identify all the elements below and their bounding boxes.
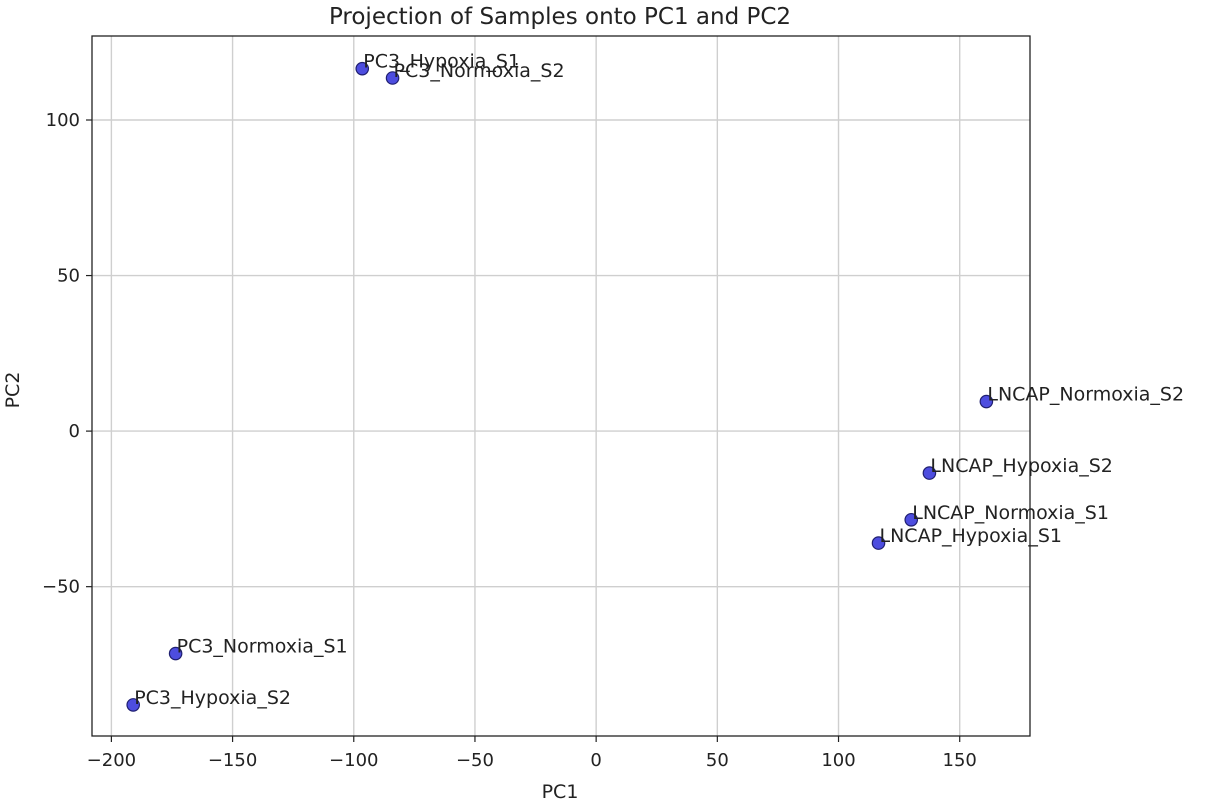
x-tick-label: −150 (208, 750, 257, 771)
x-tick-label: 100 (821, 750, 855, 771)
y-axis-label: PC2 (2, 372, 24, 409)
chart-title: Projection of Samples onto PC1 and PC2 (329, 4, 791, 30)
scatter-point (871, 536, 886, 550)
x-axis-label: PC1 (542, 781, 579, 803)
scatter-point (168, 646, 183, 661)
point-label: PC3_Hypoxia_S2 (134, 687, 291, 709)
point-label: LNCAP_Hypoxia_S1 (880, 525, 1062, 547)
point-label: LNCAP_Normoxia_S2 (987, 384, 1184, 406)
x-tick-label: 50 (706, 750, 729, 771)
x-tick-label: 0 (590, 750, 601, 771)
x-tick-label: 150 (943, 750, 977, 771)
x-tick-label: −50 (456, 750, 494, 771)
scatter-point (922, 466, 937, 480)
y-tick-label: −50 (42, 577, 80, 598)
point-label: PC3_Normoxia_S2 (394, 60, 565, 82)
y-tick-label: 100 (46, 110, 80, 131)
point-label: PC3_Normoxia_S1 (177, 636, 348, 658)
plot-area-frame (91, 35, 1031, 737)
x-tick-label: −100 (329, 750, 378, 771)
scatter-point (385, 71, 400, 85)
point-label: LNCAP_Normoxia_S1 (912, 502, 1109, 524)
grid-lines (92, 36, 1030, 736)
axis-ticks: −200 −150 −100 −50 0 50 100 150 −50 0 50 100 (42, 110, 977, 771)
scatter-point (904, 512, 919, 527)
point-label: PC3_Hypoxia_S1 (363, 51, 520, 73)
scatter-point (126, 698, 141, 712)
point-label: LNCAP_Hypoxia_S2 (930, 455, 1112, 477)
y-tick-label: 0 (69, 421, 80, 442)
x-tick-label: −200 (87, 750, 136, 771)
scatter-point (979, 394, 994, 409)
scatter-point (355, 61, 370, 76)
y-tick-label: 50 (57, 266, 80, 287)
